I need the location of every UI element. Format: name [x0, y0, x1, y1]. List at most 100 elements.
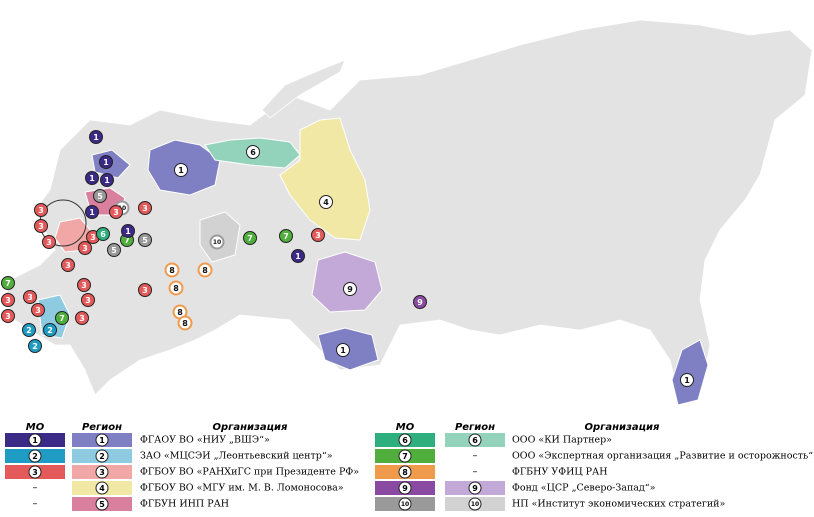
legend-header: МО	[396, 422, 415, 433]
legend-badge	[398, 481, 412, 495]
marker	[1, 309, 15, 323]
marker	[107, 243, 121, 257]
marker-label: 5	[97, 192, 103, 201]
marker-label: 10	[213, 239, 221, 246]
marker-label: 1	[178, 166, 184, 175]
marker-label: 3	[315, 231, 321, 240]
marker	[43, 323, 57, 337]
marker	[174, 163, 188, 177]
map-markers: 1111510333313367153357333322273333888887…	[1, 130, 694, 387]
marker-label: 3	[38, 222, 44, 231]
legend-org: НП «Институт экономических стратегий»	[512, 499, 726, 510]
marker	[34, 203, 48, 217]
legend-badge-label: 2	[32, 452, 38, 461]
legend-dash: –	[33, 499, 38, 510]
marker	[413, 295, 427, 309]
marker	[23, 290, 37, 304]
marker	[42, 235, 56, 249]
marker-label: 3	[35, 306, 41, 315]
legend-org: ФГБУН ИНП РАН	[140, 499, 229, 510]
legend-badge	[398, 497, 412, 511]
legend-dash: –	[33, 483, 38, 494]
marker	[28, 339, 42, 353]
legend-badge	[95, 433, 109, 447]
marker	[99, 155, 113, 169]
legend-header: Регион	[455, 422, 495, 433]
marker	[75, 311, 89, 325]
marker	[319, 195, 333, 209]
marker-label: 8	[169, 266, 175, 275]
marker-label: 7	[124, 236, 130, 245]
marker-label: 2	[26, 326, 32, 335]
legend-badge	[95, 449, 109, 463]
marker-label: 3	[142, 286, 148, 295]
legend-badge-label: 1	[32, 436, 38, 445]
russia-land	[4, 19, 813, 401]
region-9	[311, 251, 383, 313]
marker	[291, 249, 305, 263]
marker-label: 5	[111, 246, 117, 255]
legend-dash: –	[473, 451, 478, 462]
marker-label: 1	[295, 252, 301, 261]
legend-badge-label: 7	[402, 452, 408, 461]
marker-label: 3	[5, 312, 11, 321]
marker	[85, 171, 99, 185]
marker-label: 1	[103, 158, 109, 167]
marker-label: 3	[113, 208, 119, 217]
marker	[85, 205, 99, 219]
legend-badge-label: 5	[99, 500, 105, 509]
legend-org: ООО «КИ Партнер»	[512, 435, 612, 446]
marker-label: 3	[27, 293, 33, 302]
marker	[109, 205, 123, 219]
marker-label: 9	[347, 285, 353, 294]
marker	[1, 293, 15, 307]
legend-header: Организация	[213, 422, 289, 433]
legend-badge	[468, 433, 482, 447]
marker-label: 3	[79, 314, 85, 323]
legend-org: ФГАОУ ВО «НИУ „ВШЭ“»	[140, 435, 270, 446]
marker	[61, 258, 75, 272]
legend-org: ФГБОУ ВО «МГУ им. М. В. Ломоносова»	[140, 483, 344, 494]
marker-label: 8	[182, 319, 188, 328]
marker-label: 3	[5, 296, 11, 305]
marker-label: 1	[684, 376, 690, 385]
legend-org: ФГБНУ УФИЦ РАН	[512, 467, 608, 478]
legend-org: ЗАО «МЦСЭИ „Леонтьевский центр“»	[140, 451, 333, 462]
legend-badge	[95, 481, 109, 495]
marker-label: 6	[100, 230, 106, 239]
legend-header: Регион	[82, 422, 122, 433]
marker	[177, 315, 193, 331]
marker-label: 9	[417, 298, 423, 307]
legend-badge	[95, 497, 109, 511]
marker	[138, 283, 152, 297]
marker-label: 1	[89, 208, 95, 217]
marker	[89, 130, 103, 144]
marker	[55, 311, 69, 325]
marker	[78, 241, 92, 255]
marker-label: 3	[82, 244, 88, 253]
marker	[246, 145, 260, 159]
legend-badge	[28, 465, 42, 479]
legend-dash: –	[473, 467, 478, 478]
legend-badge-label: 10	[401, 501, 409, 508]
marker	[121, 224, 135, 238]
legend-badge-label: 9	[402, 484, 408, 493]
marker	[311, 228, 325, 242]
marker	[77, 278, 91, 292]
marker-label: 1	[89, 174, 95, 183]
marker-label: 2	[47, 326, 53, 335]
marker	[279, 229, 293, 243]
marker-label: 7	[59, 314, 65, 323]
marker-label: 7	[283, 232, 289, 241]
region-1-far-east	[671, 339, 709, 406]
marker	[31, 303, 45, 317]
marker-label: 4	[323, 198, 329, 207]
marker-label: 3	[65, 261, 71, 270]
marker	[34, 219, 48, 233]
marker	[197, 262, 213, 278]
legend-badge	[95, 465, 109, 479]
marker-label: 2	[32, 342, 38, 351]
marker-label: 1	[125, 227, 131, 236]
marker	[1, 276, 15, 290]
